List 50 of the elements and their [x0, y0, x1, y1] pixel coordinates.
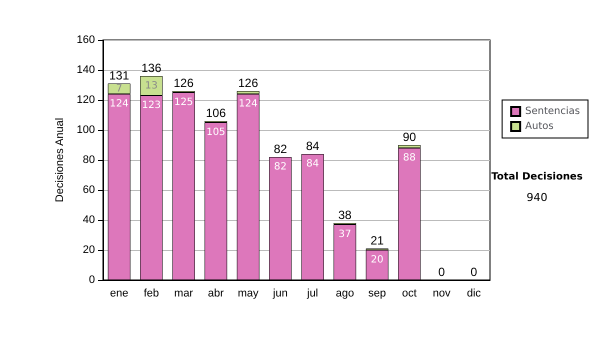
x-tick-label: abr — [208, 288, 224, 300]
data-label: 20 — [370, 254, 384, 266]
total-label: 0 — [470, 265, 478, 279]
legend-label: Sentencias — [525, 106, 580, 117]
y-tick-label: 160 — [76, 34, 95, 46]
y-tick-label: 20 — [82, 244, 95, 256]
x-tick-label: may — [238, 288, 260, 300]
data-label: 124 — [110, 98, 129, 110]
total-label: 131 — [109, 68, 130, 82]
legend-label: Autos — [525, 121, 554, 132]
x-tick-label: ago — [336, 288, 354, 300]
total-label: 126 — [174, 76, 194, 90]
y-tick-label: 40 — [82, 214, 95, 226]
x-tick-label: oct — [402, 288, 417, 300]
data-label: 13 — [145, 80, 158, 92]
x-tick-label: dic — [466, 288, 482, 300]
data-label: 124 — [238, 98, 258, 110]
y-tick-label: 60 — [82, 184, 95, 196]
total-label: 136 — [141, 61, 162, 75]
data-label: 123 — [142, 100, 161, 111]
y-tick-label: 140 — [76, 64, 95, 76]
y-tick-label: 100 — [76, 124, 95, 136]
total-label: 90 — [402, 130, 416, 144]
text: Total Decisiones — [491, 172, 583, 182]
data-label: 88 — [403, 152, 416, 164]
total-label: 84 — [306, 139, 320, 153]
total-label: 126 — [238, 76, 258, 90]
data-label: 37 — [338, 229, 352, 240]
data-label: 105 — [206, 127, 226, 138]
data-label: 82 — [274, 162, 287, 172]
total-label: 21 — [370, 234, 384, 248]
y-axis-title: Decisiones Anual — [54, 118, 66, 202]
data-label: 125 — [174, 97, 194, 108]
x-tick-label: sep — [368, 288, 386, 300]
total-label: 0 — [438, 265, 446, 279]
data-label: 7 — [116, 83, 122, 94]
x-tick-label: jun — [272, 288, 288, 300]
total-label: 106 — [206, 106, 226, 120]
x-tick-label: mar — [174, 288, 194, 300]
total-label: 82 — [274, 142, 288, 156]
x-tick-label: feb — [144, 288, 160, 300]
x-tick-label: ene — [110, 288, 128, 300]
data-label: 84 — [306, 158, 319, 170]
x-tick-label: jul — [306, 288, 318, 300]
y-tick-label: 120 — [76, 94, 95, 106]
y-tick-label: 0 — [88, 274, 95, 286]
x-tick-label: nov — [432, 288, 451, 300]
total-label: 38 — [338, 208, 352, 222]
y-tick-label: 80 — [82, 154, 95, 166]
text: 940 — [526, 191, 548, 204]
